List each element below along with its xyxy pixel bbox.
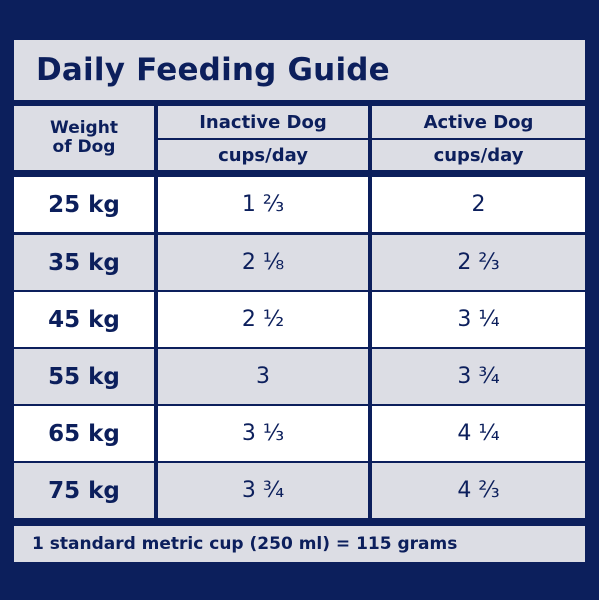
inactive-cell: 2 ½ [158, 292, 368, 347]
active-cell: 4 ⅔ [372, 463, 585, 518]
weight-cell: 45 kg [14, 292, 154, 347]
active-cell: 3 ¾ [372, 349, 585, 404]
inactive-cell: 3 ¾ [158, 463, 368, 518]
header-weight-line2: of Dog [52, 137, 116, 157]
weight-cell: 35 kg [14, 235, 154, 290]
header-active-unit-label: cups/day [433, 144, 524, 166]
weight-cell: 65 kg [14, 406, 154, 461]
inactive-cell: 3 [158, 349, 368, 404]
inactive-cell: 2 ⅛ [158, 235, 368, 290]
active-cell: 3 ¼ [372, 292, 585, 347]
header-active-unit: cups/day [372, 140, 585, 170]
weight-cell: 55 kg [14, 349, 154, 404]
inactive-cell: 3 ⅓ [158, 406, 368, 461]
header-weight-line1: Weight [50, 118, 118, 138]
header-weight: Weight of Dog [14, 106, 154, 170]
active-cell: 2 [372, 177, 585, 232]
weight-cell: 25 kg [14, 177, 154, 232]
footer-note-text: 1 standard metric cup (250 ml) = 115 gra… [32, 534, 458, 554]
title-bar: Daily Feeding Guide [14, 40, 585, 100]
active-cell: 2 ⅔ [372, 235, 585, 290]
header-inactive-unit: cups/day [158, 140, 368, 170]
header-active: Active Dog [372, 106, 585, 138]
header-inactive-unit-label: cups/day [218, 144, 308, 166]
footer-note: 1 standard metric cup (250 ml) = 115 gra… [14, 526, 585, 562]
header-active-label: Active Dog [423, 111, 534, 133]
header-inactive-label: Inactive Dog [199, 111, 327, 133]
weight-cell: 75 kg [14, 463, 154, 518]
page-title: Daily Feeding Guide [36, 52, 390, 88]
active-cell: 4 ¼ [372, 406, 585, 461]
inactive-cell: 1 ⅔ [158, 177, 368, 232]
header-inactive: Inactive Dog [158, 106, 368, 138]
